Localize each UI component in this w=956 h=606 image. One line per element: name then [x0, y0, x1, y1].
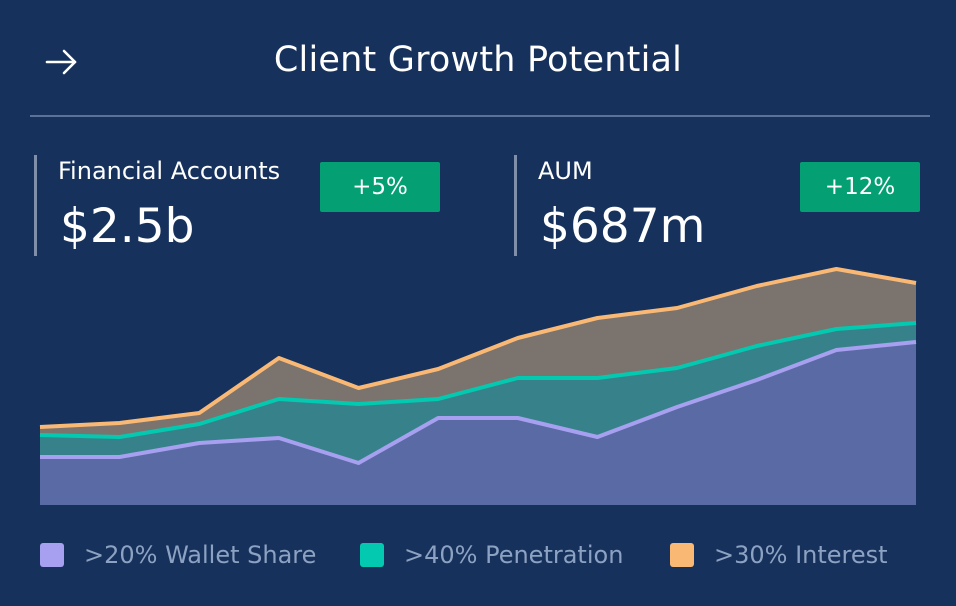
area-penetration [40, 323, 916, 463]
header-divider [30, 115, 930, 117]
metric-value: $2.5b [60, 199, 195, 254]
series-line-interest [39, 267, 917, 429]
legend-swatch [40, 543, 64, 567]
arrow-right-icon[interactable] [44, 44, 80, 80]
page-title: Client Growth Potential [273, 40, 683, 80]
legend-label: >20% Wallet Share [84, 541, 317, 569]
stacked-area-chart [39, 267, 917, 505]
legend: >20% Wallet Share >40% Penetration >30% … [0, 536, 956, 576]
metric-label: AUM [538, 157, 593, 185]
metric-value: $687m [540, 199, 706, 254]
metric-financial-accounts: Financial Accounts $2.5b +5% [34, 155, 457, 256]
series-line-penetration [39, 321, 917, 439]
legend-swatch [360, 543, 384, 567]
change-badge: +5% [320, 162, 440, 212]
change-badge: +12% [800, 162, 920, 212]
header: Client Growth Potential [0, 0, 956, 117]
area-wallet-share [40, 342, 916, 505]
legend-label: >30% Interest [714, 541, 888, 569]
legend-label: >40% Penetration [404, 541, 624, 569]
legend-swatch [670, 543, 694, 567]
area-interest [40, 269, 916, 437]
metric-label: Financial Accounts [58, 157, 281, 185]
series-line-wallet-share [40, 340, 917, 465]
metric-aum: AUM $687m +12% [514, 155, 937, 256]
